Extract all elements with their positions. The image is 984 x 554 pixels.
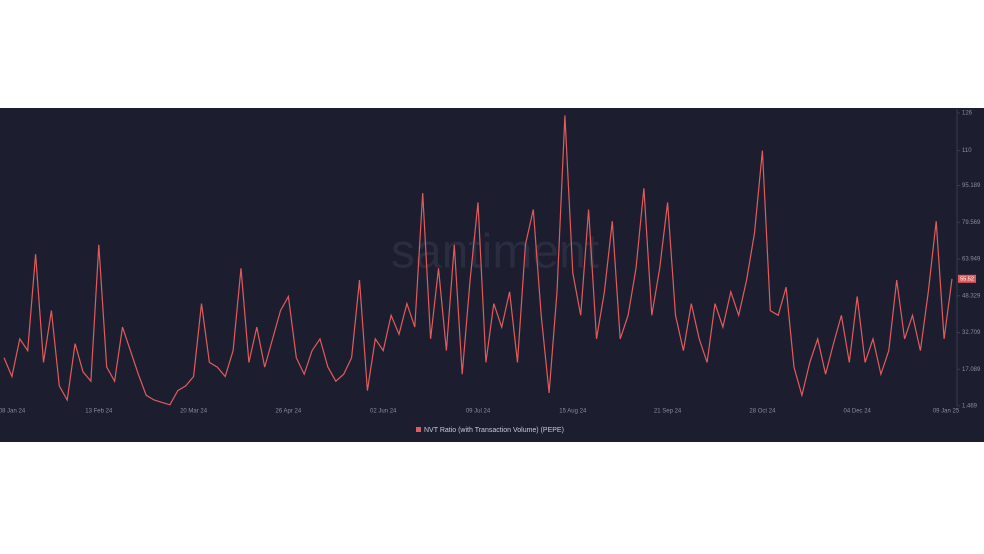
y-tick-label: 110 — [962, 148, 972, 154]
x-tick-label: 15 Aug 24 — [559, 409, 587, 415]
legend-label: NVT Ratio (with Transaction Volume) (PEP… — [424, 427, 564, 434]
y-tick-label: 32.709 — [962, 330, 981, 336]
y-tick-label: 48.329 — [962, 293, 981, 299]
x-tick-label: 08 Jan 24 — [0, 409, 26, 415]
x-tick-label: 28 Oct 24 — [749, 409, 776, 415]
y-tick-label: 17.089 — [962, 367, 981, 373]
y-tick-label: 126 — [962, 111, 973, 117]
x-tick-label: 04 Dec 24 — [844, 409, 872, 415]
watermark: santiment — [391, 226, 599, 279]
y-tick-label: 79.569 — [962, 220, 981, 226]
chart-panel — [0, 108, 984, 442]
x-tick-label: 13 Feb 24 — [85, 409, 113, 415]
x-tick-label: 26 Apr 24 — [276, 409, 302, 415]
x-tick-label: 09 Jul 24 — [466, 409, 491, 415]
y-tick-label: 1.469 — [962, 404, 978, 410]
legend-swatch — [416, 427, 421, 432]
x-tick-label: 02 Jun 24 — [370, 409, 397, 415]
x-tick-label: 21 Sep 24 — [654, 409, 682, 415]
x-tick-label: 09 Jan 25 — [933, 409, 960, 415]
x-tick-label: 20 Mar 24 — [180, 409, 208, 415]
y-tick-label: 63.949 — [962, 257, 981, 263]
y-tick-label: 95.189 — [962, 183, 981, 189]
series-line — [3, 115, 953, 406]
current-value: 55.52 — [960, 276, 974, 282]
current-value-box — [958, 274, 976, 283]
